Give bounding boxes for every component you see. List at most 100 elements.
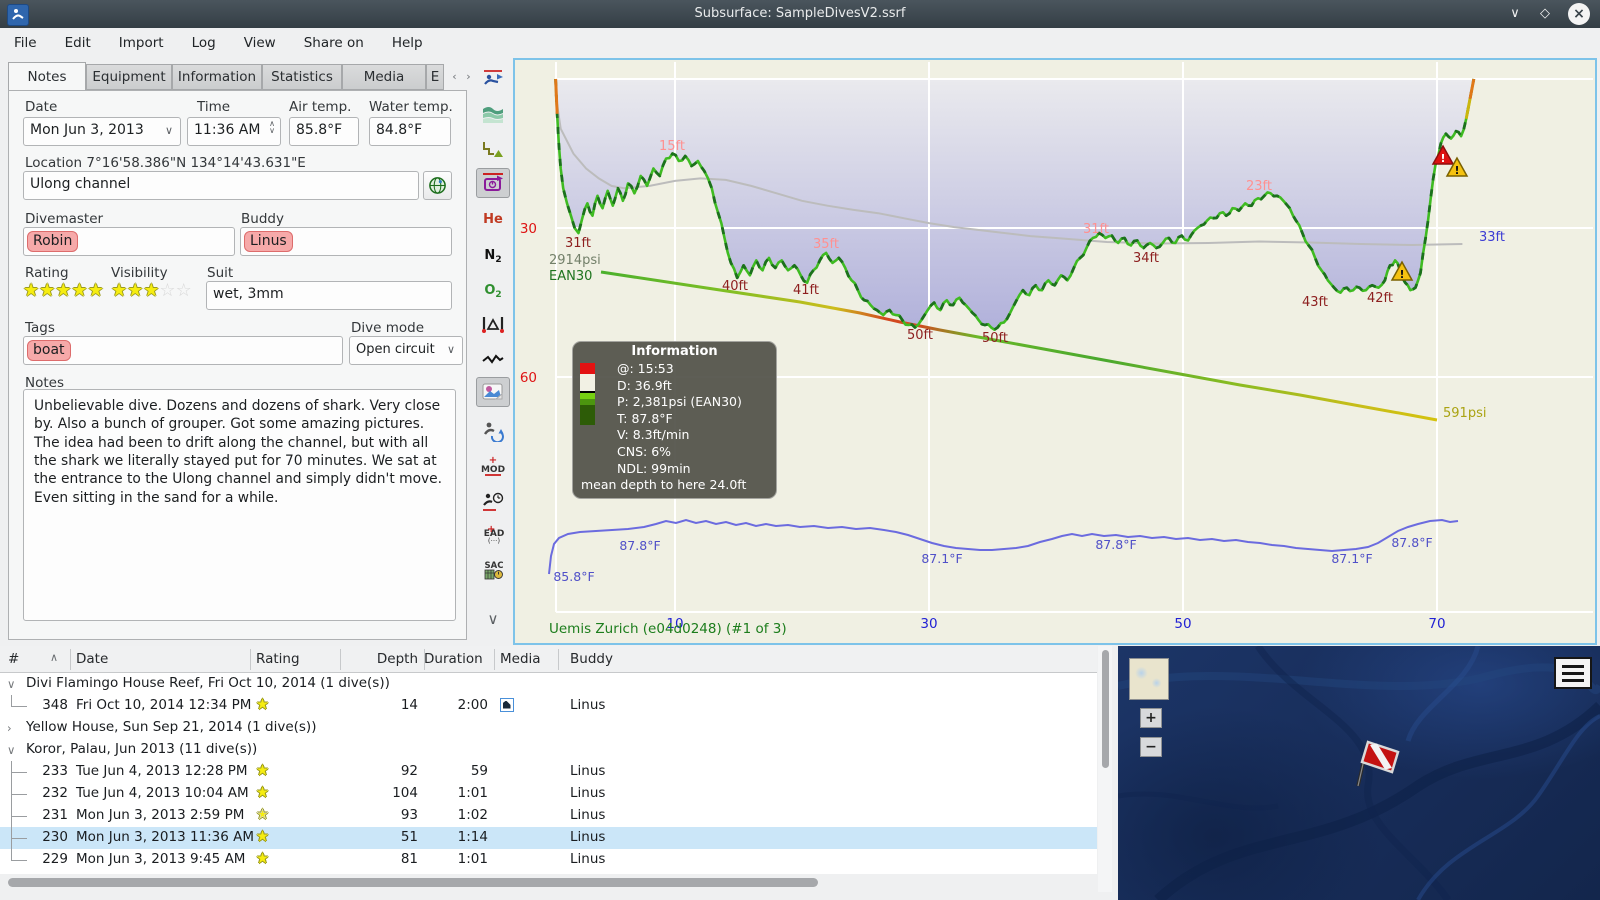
chevron-expanded-icon[interactable]: ∨ [7,677,16,691]
chevron-down-icon: ∨ [446,343,455,356]
tab-information[interactable]: Information [172,64,262,90]
dive-row[interactable]: 229 Mon Jun 3, 2013 9:45 AM ★ ★ ★ ★ ★ 81 1:01 Lin… [0,849,1097,871]
dive-row[interactable]: 233 Tue Jun 4, 2013 12:28 PM ★ ★ ★ ★ ★ 92 59 Linu… [0,761,1097,783]
time-spinbox[interactable]: 11:36 AM ∧ ∨ [187,117,281,146]
yellow-warning-icon[interactable]: ! [1390,260,1414,281]
depth-label: 43ft [1302,295,1328,310]
menu-item-import[interactable]: Import [118,35,164,51]
date-combobox[interactable]: Mon Jun 3, 2013 ∨ [23,117,181,146]
rating-stars[interactable]: ★★★★★ [23,281,104,301]
red-warning-icon[interactable]: ! [1431,144,1455,165]
pn-o2-toggle[interactable]: O2 [476,274,510,304]
column-separator[interactable] [340,649,341,670]
mod-toggle[interactable]: MOD + [476,451,510,481]
airtemp-value: 85.8°F [296,122,343,138]
column-separator[interactable] [494,649,495,670]
spinner-arrows-icon[interactable]: ∧ ∨ [269,119,275,135]
trip-row[interactable]: ∨ Koror, Palau, Jun 2013 (11 dive(s)) [0,739,1097,761]
pn-n2-toggle[interactable]: N2 [476,239,510,269]
map-zoom-in-button[interactable]: + [1140,708,1162,728]
airtemp-field[interactable]: 85.8°F [289,117,359,146]
reported-ceiling-toggle[interactable] [476,134,510,164]
yellow-warning-icon[interactable]: ! [1445,156,1469,177]
notes-textarea[interactable]: Unbelievable dive. Dozens and dozens of … [23,389,456,621]
colorbar-segment [580,374,595,391]
divemaster-tag[interactable]: Robin [27,231,79,252]
svg-text:SAC: SAC [485,561,504,571]
tissues-toggle[interactable] [476,99,510,129]
dive-profile-chart[interactable]: 15ft 31ft 40ft 41ft 35ft 50ft 50ft 31ft 34ft 23ft… [513,58,1597,645]
dive-row[interactable]: 231 Mon Jun 3, 2013 2:59 PM ★ ★ ★ ☆ ☆ 93 1:02 Lin… [0,805,1097,827]
trip-row[interactable]: ∨ Divi Flamingo House Reef, Fri Oct 10, 2… [0,673,1097,695]
dive-row[interactable]: 230 Mon Jun 3, 2013 11:36 AM ★ ★ ★ ★ ★ 51 1:14 Li… [0,827,1097,849]
menu-item-view[interactable]: View [243,35,276,51]
overview-minimap[interactable] [1129,658,1169,700]
menu-item-share-on[interactable]: Share on [303,35,364,51]
tab-notes[interactable]: Notes [8,62,86,91]
visibility-stars[interactable]: ★★★☆☆ [111,281,192,301]
gas-switch-toggle[interactable] [476,416,510,446]
column-header-depth[interactable]: Depth [376,651,418,667]
menu-item-edit[interactable]: Edit [64,35,91,51]
svg-text:(···): (···) [488,537,500,545]
globe-button[interactable] [423,171,452,200]
divemaster-field[interactable]: Robin [23,227,235,256]
tag-boat[interactable]: boat [27,340,71,361]
vertical-scrollbar-thumb[interactable] [1102,650,1109,768]
toolbar-collapse-button[interactable]: ∨ [487,610,499,628]
chevron-expanded-icon[interactable]: ∨ [7,743,16,757]
divelist-header[interactable]: # Date Rating Depth Duration Media Buddy ∧ [0,646,1097,673]
horizontal-scrollbar-thumb[interactable] [8,878,818,887]
tab-scroll-back-button[interactable]: ‹ [452,70,457,83]
tab-media[interactable]: Media [342,64,426,90]
menu-item-log[interactable]: Log [191,35,216,51]
map-panel[interactable]: + − [1118,646,1600,900]
tab-equipment[interactable]: Equipment [86,64,172,90]
dive-row[interactable]: 232 Tue Jun 4, 2013 10:04 AM ★ ★ ★ ★ ★ 104 1:01 L… [0,783,1097,805]
tags-field[interactable]: boat [23,336,343,365]
column-separator[interactable] [70,649,71,670]
tab-e[interactable]: E [426,64,444,90]
ruler-toggle[interactable] [476,309,510,339]
map-zoom-out-button[interactable]: − [1140,737,1162,757]
chevron-collapsed-icon[interactable]: › [7,721,12,735]
ead-toggle[interactable]: EAD (···) + [476,520,510,550]
dc-ceiling-toggle[interactable] [476,168,510,198]
depth-label: 23ft [1246,179,1272,194]
column-header-media[interactable]: Media [500,651,541,667]
pn-he-toggle[interactable]: He [476,203,510,233]
svg-text:MOD: MOD [481,465,505,475]
tab-statistics[interactable]: Statistics [262,64,342,90]
buddy-field[interactable]: Linus [240,227,452,256]
map-menu-button[interactable] [1554,657,1592,689]
menu-item-file[interactable]: File [14,35,37,51]
media-checkbox-icon[interactable] [500,698,514,712]
menu-item-help[interactable]: Help [391,35,423,51]
column-header-date[interactable]: Date [76,651,109,667]
tab-scroll-forward-button[interactable]: › [466,70,471,83]
sac-toggle[interactable]: SAC [476,555,510,585]
location-field[interactable]: Ulong channel [23,171,419,200]
dive-flag-marker[interactable] [1346,734,1406,794]
maximize-button[interactable]: ◇ [1540,6,1550,21]
suit-field[interactable]: wet, 3mm [206,281,452,310]
buddy-tag[interactable]: Linus [244,231,293,252]
column-header-num[interactable]: # [8,651,20,667]
photos-toggle[interactable] [476,377,510,407]
minimize-button[interactable]: ∨ [1510,6,1520,21]
column-header-rating[interactable]: Rating [256,651,300,667]
dive-row[interactable]: 348 Fri Oct 10, 2014 12:34 PM ★ ★ ★ ★ ★ 14 2:00 L… [0,695,1097,717]
divemode-combobox[interactable]: Open circuit ∨ [349,336,463,365]
trip-row[interactable]: › Yellow House, Sun Sep 21, 2014 (1 dive(… [0,717,1097,739]
ndl-toggle[interactable] [476,486,510,516]
location-value: Ulong channel [30,176,131,192]
close-button[interactable]: × [1568,3,1590,25]
calculated-ceiling-toggle[interactable] [476,64,510,94]
watertemp-field[interactable]: 84.8°F [369,117,451,146]
column-separator[interactable] [250,649,251,670]
column-separator[interactable] [424,649,425,670]
column-header-buddy[interactable]: Buddy [570,651,613,667]
column-header-duration[interactable]: Duration [424,651,483,667]
heartrate-toggle[interactable] [476,344,510,374]
column-separator[interactable] [558,649,559,670]
